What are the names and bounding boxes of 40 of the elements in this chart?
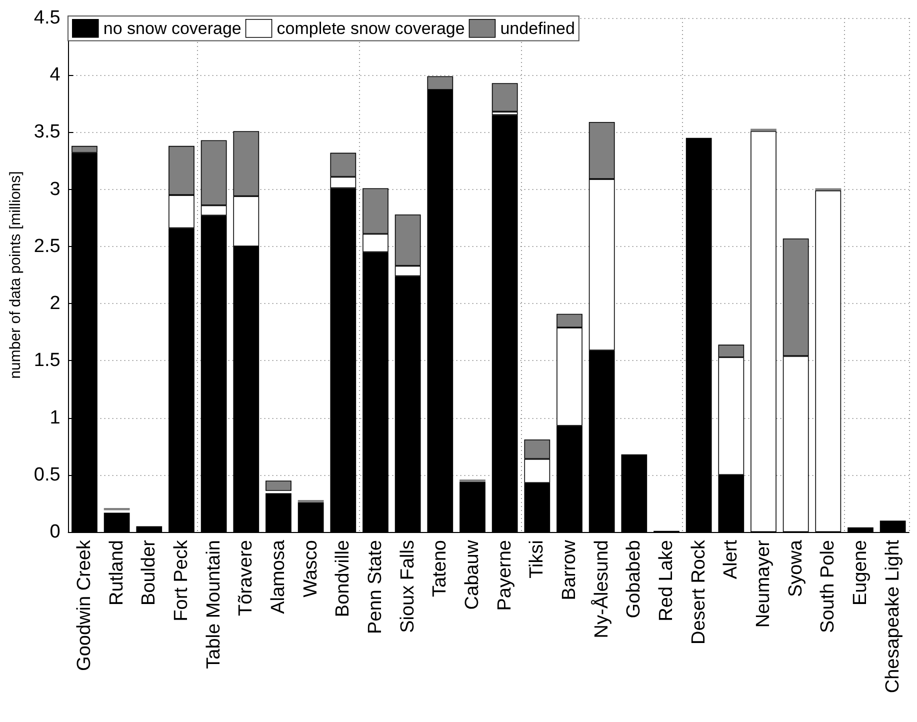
legend-label: complete snow coverage	[276, 18, 465, 38]
legend-label: no snow coverage	[103, 18, 242, 38]
legend-label: undefined	[500, 18, 575, 38]
y-tick-label: 0	[50, 522, 60, 542]
y-tick-label: 4	[50, 64, 61, 86]
x-tick-label: Ny-Ålesund	[590, 540, 612, 638]
x-tick-label: Rutland	[106, 540, 128, 606]
x-tick-label: Cabauw	[462, 540, 483, 610]
x-tick-label: Barrow	[558, 540, 580, 600]
x-tick-label: Wasco	[300, 540, 322, 598]
x-tick-label: Payerne	[494, 540, 516, 611]
y-tick-label: 3.5	[34, 122, 60, 143]
x-tick-label: Boulder	[138, 539, 160, 606]
x-tick-label: Desert Rock	[688, 540, 710, 645]
x-tick-label: Table Mountain	[203, 540, 224, 669]
x-tick-label: South Pole	[818, 540, 839, 633]
y-tick-label: 2	[50, 293, 60, 314]
x-tick-label: Sioux Falls	[397, 540, 418, 633]
x-tick-label: Tõravere	[236, 540, 257, 616]
x-tick-label: Alert	[720, 539, 742, 580]
x-tick-label: Fort Peck	[170, 540, 192, 622]
x-tick-label: Chesapeake Light	[882, 539, 904, 694]
y-tick-label: 1	[50, 407, 60, 428]
x-tick-label: Syowa	[785, 540, 806, 598]
x-tick-label: Tiksi	[526, 540, 548, 578]
x-tick-label: Bondville	[332, 540, 354, 618]
y-tick-label: 1.5	[34, 350, 60, 372]
y-tick-label: 2.5	[34, 236, 60, 257]
y-tick-label: 4.5	[34, 8, 60, 28]
x-tick-label: Eugene	[850, 540, 871, 606]
x-tick-label: Penn State	[364, 540, 386, 634]
y-tick-label: 3	[50, 178, 60, 200]
y-tick-label: 0.5	[34, 464, 60, 486]
x-tick-label: Red Lake	[656, 540, 677, 622]
x-tick-label: Goodwin Creek	[74, 540, 95, 671]
x-tick-label: Neumayer	[752, 539, 774, 628]
y-axis-title: number of data points [millions]	[7, 171, 24, 379]
x-tick-label: Alamosa	[268, 540, 289, 614]
x-tick-label: Gobabeb	[624, 540, 645, 618]
x-tick-label: Tateno	[430, 540, 451, 598]
